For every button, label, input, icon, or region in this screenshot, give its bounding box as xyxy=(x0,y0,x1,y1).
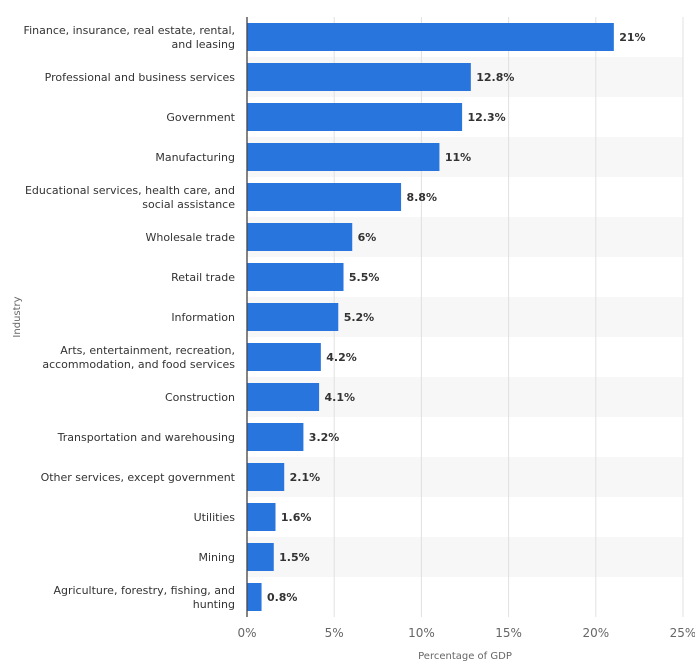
category-label: Professional and business services xyxy=(45,71,236,84)
category-label: Government xyxy=(166,111,235,124)
category-label: Arts, entertainment, recreation, accommod… xyxy=(42,344,235,371)
category-label: Construction xyxy=(165,391,235,404)
data-label: 2.1% xyxy=(290,471,321,484)
x-tick-label: 5% xyxy=(325,626,344,640)
category-label: Information xyxy=(171,311,235,324)
bar xyxy=(247,23,614,51)
bar xyxy=(247,583,262,611)
category-label: Educational services, health care, and so… xyxy=(25,184,235,211)
bar xyxy=(247,343,321,371)
data-label: 4.1% xyxy=(325,391,356,404)
data-label: 5.5% xyxy=(349,271,380,284)
row-band xyxy=(247,457,683,497)
y-axis-title: Industry xyxy=(12,296,23,337)
x-axis-title: Percentage of GDP xyxy=(418,651,512,662)
bar xyxy=(247,63,471,91)
x-tick-label: 25% xyxy=(670,626,695,640)
category-label: Utilities xyxy=(194,511,236,524)
category-label: Agriculture, forestry, fishing, and hunti… xyxy=(53,584,235,611)
category-label: Wholesale trade xyxy=(145,231,235,244)
bar xyxy=(247,303,339,331)
data-label: 1.6% xyxy=(281,511,312,524)
data-label: 12.3% xyxy=(468,111,506,124)
data-label: 1.5% xyxy=(279,551,310,564)
data-label: 0.8% xyxy=(267,591,298,604)
row-bands xyxy=(247,57,683,577)
bar xyxy=(247,503,276,531)
data-label: 12.8% xyxy=(476,71,514,84)
bars xyxy=(247,23,614,611)
bar xyxy=(247,263,344,291)
bar xyxy=(247,463,285,491)
data-label: 6% xyxy=(358,231,377,244)
data-label: 8.8% xyxy=(406,191,437,204)
category-label: Transportation and warehousing xyxy=(57,431,235,444)
row-band xyxy=(247,377,683,417)
data-label: 5.2% xyxy=(344,311,375,324)
bar xyxy=(247,383,320,411)
category-label: Finance, insurance, real estate, rental,… xyxy=(24,24,235,51)
bar xyxy=(247,183,402,211)
labels: 0% 5% 10% 15% 20% 25% 21% Finance, insurance, r… xyxy=(24,24,695,640)
data-label: 3.2% xyxy=(309,431,340,444)
bar xyxy=(247,103,463,131)
category-label: Mining xyxy=(198,551,235,564)
data-label: 4.2% xyxy=(326,351,357,364)
x-tick-label: 10% xyxy=(408,626,435,640)
data-label: 11% xyxy=(445,151,471,164)
bar xyxy=(247,543,274,571)
data-label: 21% xyxy=(619,31,645,44)
x-tick-label: 0% xyxy=(237,626,256,640)
category-label: Manufacturing xyxy=(155,151,235,164)
bar xyxy=(247,423,304,451)
category-label: Retail trade xyxy=(171,271,235,284)
row-band xyxy=(247,537,683,577)
category-label: Other services, except government xyxy=(41,471,236,484)
x-tick-label: 20% xyxy=(582,626,609,640)
bar xyxy=(247,143,440,171)
x-tick-label: 15% xyxy=(495,626,522,640)
bar xyxy=(247,223,353,251)
